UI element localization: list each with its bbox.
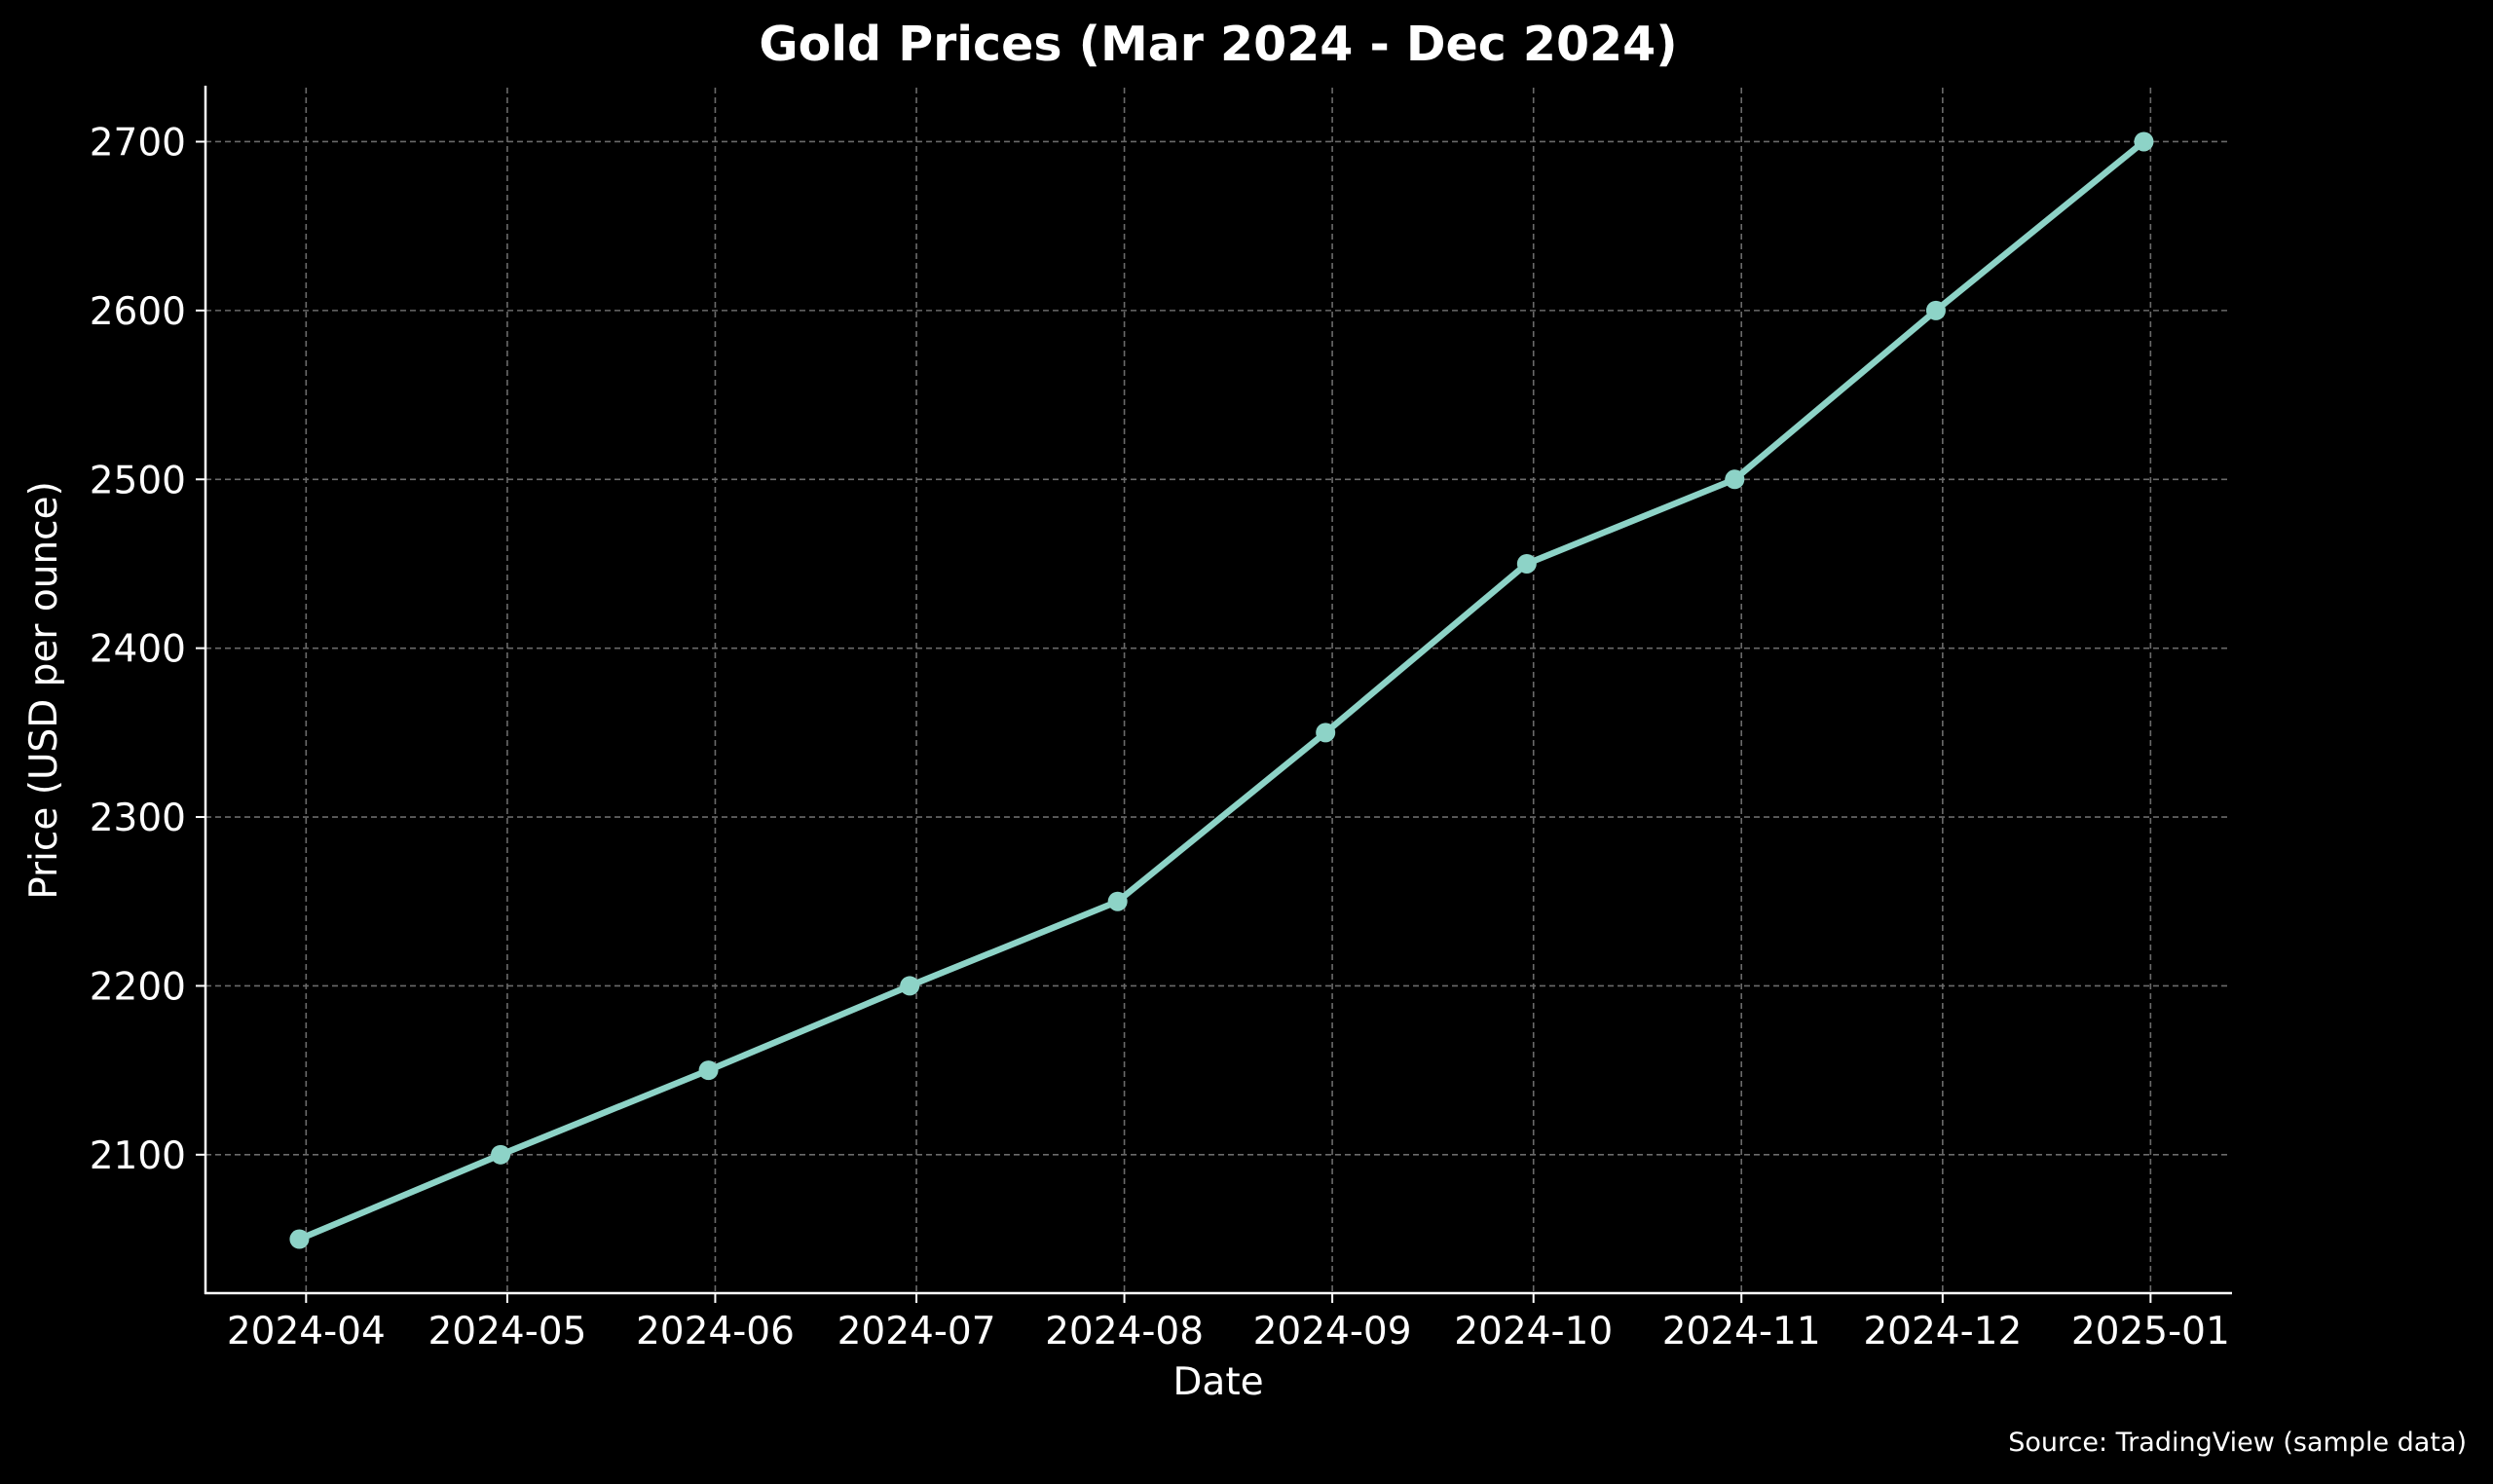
x-tick-label: 2024-09: [1253, 1310, 1412, 1354]
x-axis-label: Date: [1172, 1360, 1263, 1404]
y-tick-label: 2300: [90, 797, 186, 840]
y-tick-label: 2200: [90, 965, 186, 1009]
x-tick-label: 2024-12: [1863, 1310, 2022, 1354]
axes: [204, 86, 2232, 1295]
data-point: [1107, 891, 1128, 911]
grid: [205, 88, 2231, 1293]
x-tick-label: 2024-08: [1045, 1310, 1204, 1354]
data-point: [491, 1144, 511, 1165]
x-tick-label: 2025-01: [2071, 1310, 2230, 1354]
y-tick-label: 2700: [90, 121, 186, 165]
x-tick-label: 2024-10: [1454, 1310, 1613, 1354]
x-ticks: 2024-04 2024-05 2024-06 2024-07 2024-08 2024-…: [227, 1293, 2230, 1354]
y-tick-label: 2400: [90, 628, 186, 672]
series-line: [289, 131, 2154, 1249]
price-line: [298, 138, 2146, 1243]
data-point: [289, 1229, 310, 1249]
data-point: [2134, 131, 2154, 152]
data-point: [1925, 300, 1946, 320]
y-tick-label: 2100: [90, 1134, 186, 1178]
data-point: [1516, 553, 1537, 574]
x-tick-label: 2024-11: [1662, 1310, 1821, 1354]
source-note: Source: TradingView (sample data): [2008, 1428, 2467, 1458]
data-point: [1725, 469, 1745, 490]
y-axis-label: Price (USD per ounce): [22, 481, 66, 900]
x-tick-label: 2024-06: [636, 1310, 795, 1354]
y-tick-label: 2600: [90, 290, 186, 334]
x-tick-label: 2024-04: [227, 1310, 386, 1354]
x-tick-label: 2024-07: [837, 1310, 996, 1354]
data-point: [698, 1060, 719, 1081]
chart-title: Gold Prices (Mar 2024 - Dec 2024): [759, 17, 1677, 72]
y-tick-label: 2500: [90, 459, 186, 502]
x-tick-label: 2024-05: [428, 1310, 586, 1354]
data-point: [1316, 723, 1336, 743]
y-ticks: 2100 2200 2300 2400 2500 2600 2700: [90, 121, 205, 1178]
data-point: [900, 976, 920, 996]
